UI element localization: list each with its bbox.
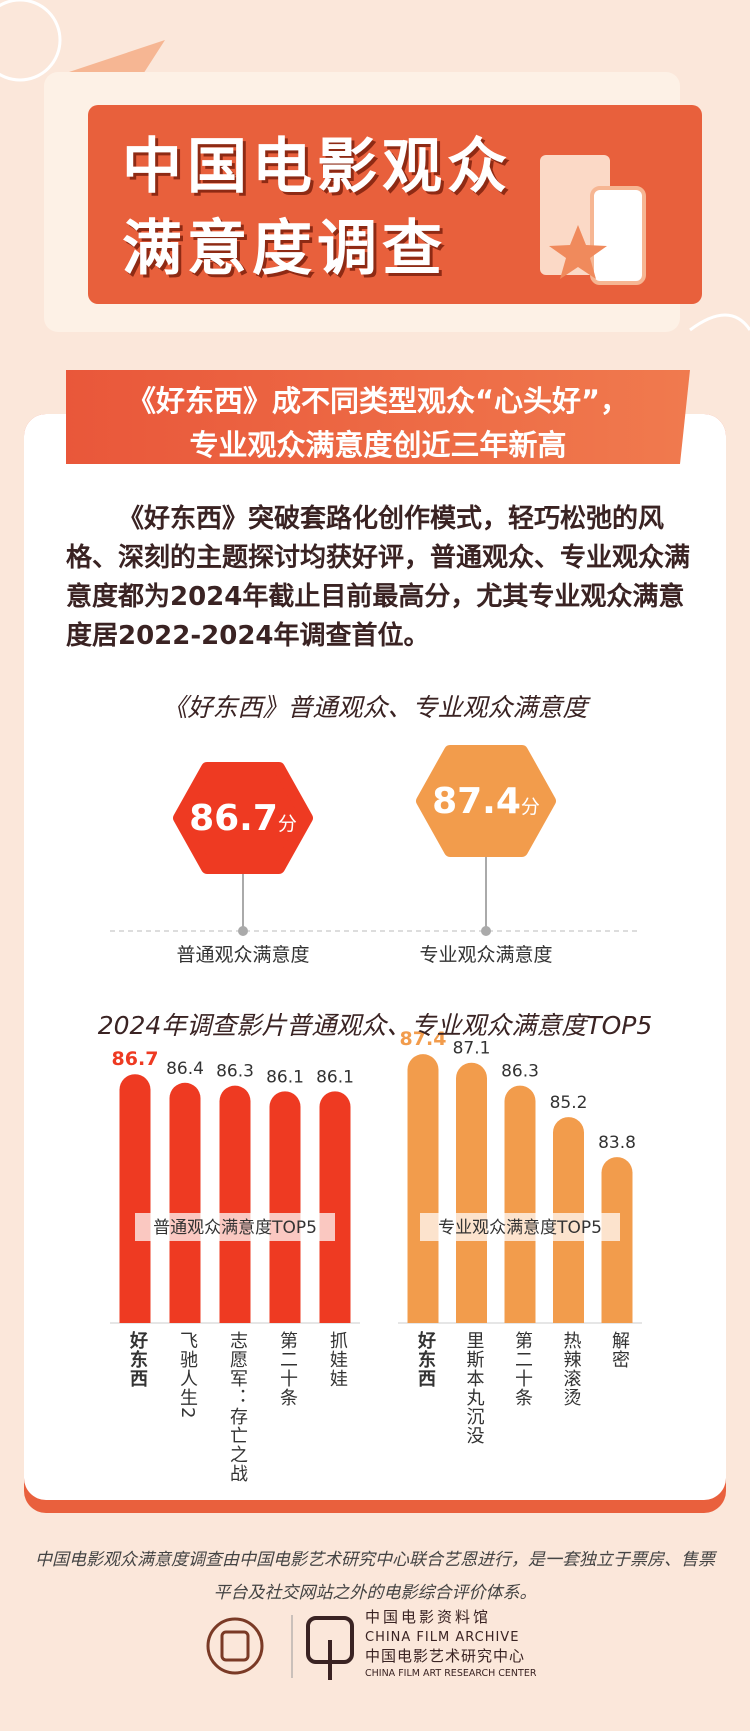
bar [319,1091,351,1323]
category-label: 飞驰人生2 [177,1331,198,1420]
chart-label: 专业观众满意度TOP5 [438,1218,602,1238]
value-label: 86.3 [216,1062,254,1082]
value-label: 87.1 [453,1039,491,1059]
value-label: 86.1 [316,1067,354,1087]
value-label: 86.3 [501,1062,539,1082]
chart-title: 《好东西》普通观众、专业观众满意度 [162,693,588,722]
category-label: 第二十条 [512,1331,533,1407]
category-label: 解密 [609,1331,630,1369]
category-label: 里斯本丸沉没 [463,1331,485,1445]
badge-unit: 分 [278,813,297,835]
category-label: 好东西 [127,1331,148,1388]
stem-dot [238,926,248,936]
title-line: 中国电影观众 [122,132,512,202]
title-line: 满意度调查 [122,214,447,284]
value-label: 83.8 [598,1133,636,1153]
bar [119,1074,151,1323]
chart-label-bg [135,1213,335,1241]
badge-unit: 分 [521,796,540,818]
bar [219,1085,251,1323]
decor-curve [689,313,750,332]
category-label: 志愿军：存亡之战 [227,1331,248,1483]
badge-label: 普通观众满意度 [176,944,309,966]
badge [416,745,556,857]
decor-ring [0,0,62,82]
bar [504,1085,536,1323]
intro-paragraph: 《好东西》突破套路化创作模式，轻巧松弛的风格、深刻的主题探讨均获好评，普通观众、… [66,504,691,651]
chart-label-bg [420,1213,620,1241]
badge [173,762,313,874]
category-label: 好东西 [415,1331,436,1388]
value-label: 86.4 [166,1059,204,1079]
bar [169,1082,201,1323]
stem-dot [481,926,491,936]
footnote: 中国电影观众满意度调查由中国电影艺术研究中心联合艺恩进行，是一套独立于票房、售票… [35,1550,715,1603]
category-label: 第二十条 [277,1331,298,1407]
category-label: 抓娃娃 [327,1331,348,1388]
headline-ribbon [66,370,690,464]
value-label: 86.1 [266,1067,304,1087]
value-label: 86.7 [112,1048,159,1070]
value-label: 85.2 [550,1093,588,1113]
value-label: 87.4 [400,1028,447,1050]
badge-value: 87.4分 [432,781,540,822]
section-title: 2024年调查影片普通观众、专业观众满意度TOP5 [97,1011,653,1040]
badge-label: 专业观众满意度 [419,944,552,966]
bar [407,1054,439,1323]
icon-star [549,225,607,279]
badge-value: 86.7分 [189,798,297,839]
headline-line: 专业观众满意度创近三年新高 [189,428,567,462]
bar [269,1091,301,1323]
badge-number: 87.4 [432,781,521,822]
headline-line: 《好东西》成不同类型观众“心头好”， [126,384,630,418]
bar [456,1062,487,1323]
chart-label: 普通观众满意度TOP5 [153,1218,317,1238]
badge-number: 86.7 [189,798,278,839]
icon-phone [590,186,646,285]
category-label: 热辣滚烫 [560,1331,582,1407]
